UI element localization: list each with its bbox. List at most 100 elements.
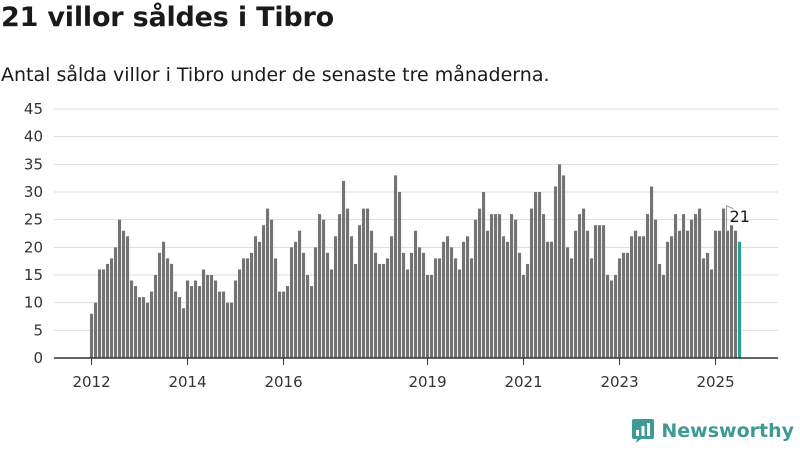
y-tick-label: 20 [24, 238, 43, 256]
y-tick-label: 45 [24, 100, 43, 118]
bar [326, 252, 330, 358]
bar [614, 275, 618, 358]
x-tick-label: 2019 [408, 373, 446, 391]
bar [310, 286, 314, 358]
bar [366, 208, 370, 358]
bar [490, 214, 494, 358]
bar [506, 241, 510, 358]
bar [106, 263, 110, 358]
bar [90, 313, 94, 358]
bar [214, 280, 218, 358]
bar [134, 286, 138, 358]
bar [562, 175, 566, 358]
bar [390, 236, 394, 358]
bar [374, 252, 378, 358]
bar [122, 230, 126, 358]
bar [682, 214, 686, 358]
bar [330, 269, 334, 358]
bar [598, 225, 602, 358]
bar [494, 214, 498, 358]
bar [666, 241, 670, 358]
bar [626, 252, 630, 358]
bar [658, 263, 662, 358]
bar [646, 214, 650, 358]
bar [726, 230, 730, 358]
bar [394, 175, 398, 358]
bar [586, 230, 590, 358]
bar [690, 219, 694, 358]
bar [166, 258, 170, 358]
bar [718, 230, 722, 358]
bar [294, 241, 298, 358]
bar [466, 236, 470, 358]
bar [110, 258, 114, 358]
bar [566, 247, 570, 358]
bar [98, 269, 102, 358]
bar [130, 280, 134, 358]
bar [230, 302, 234, 358]
bar [514, 219, 518, 358]
bar [194, 280, 198, 358]
bar [650, 186, 654, 358]
bar [618, 258, 622, 358]
bar [522, 275, 526, 358]
bar [118, 219, 122, 358]
bar [174, 291, 178, 358]
bar [370, 230, 374, 358]
bar [538, 192, 542, 358]
bar [554, 186, 558, 358]
bar [510, 214, 514, 358]
bar [502, 236, 506, 358]
chart-subtitle: Antal sålda villor i Tibro under de sena… [1, 64, 550, 86]
bar [662, 275, 666, 358]
brand[interactable]: Newsworthy [631, 418, 794, 444]
bar [670, 236, 674, 358]
bar [482, 192, 486, 358]
chart-title: 21 villor såldes i Tibro [1, 2, 334, 33]
bar [246, 258, 250, 358]
bar [150, 291, 154, 358]
bar [634, 230, 638, 358]
bar [362, 208, 366, 358]
bar [590, 258, 594, 358]
bar [258, 241, 262, 358]
bar [278, 291, 282, 358]
y-tick-label: 5 [33, 321, 43, 339]
y-tick-label: 30 [24, 183, 43, 201]
bar [186, 280, 190, 358]
bar [270, 219, 274, 358]
bar [674, 214, 678, 358]
bar [226, 302, 230, 358]
bar [314, 247, 318, 358]
bar [582, 208, 586, 358]
bar [202, 269, 206, 358]
bar [242, 258, 246, 358]
x-tick-label: 2012 [72, 373, 110, 391]
bar [470, 258, 474, 358]
bar [622, 252, 626, 358]
x-tick-label: 2023 [600, 373, 638, 391]
bar [550, 241, 554, 358]
bar [342, 180, 346, 358]
bar [474, 219, 478, 358]
brand-name: Newsworthy [661, 420, 794, 442]
bar [210, 275, 214, 358]
bar [114, 247, 118, 358]
bar [306, 275, 310, 358]
bar [378, 263, 382, 358]
y-tick-label: 15 [24, 266, 43, 284]
bar [478, 208, 482, 358]
bar [442, 241, 446, 358]
bar [290, 247, 294, 358]
bar [686, 230, 690, 358]
bar [462, 241, 466, 358]
bar [102, 269, 106, 358]
bar [706, 252, 710, 358]
bar [530, 208, 534, 358]
y-tick-label: 40 [24, 128, 43, 146]
bar [654, 219, 658, 358]
bar [338, 214, 342, 358]
y-tick-label: 35 [24, 155, 43, 173]
bar [274, 258, 278, 358]
